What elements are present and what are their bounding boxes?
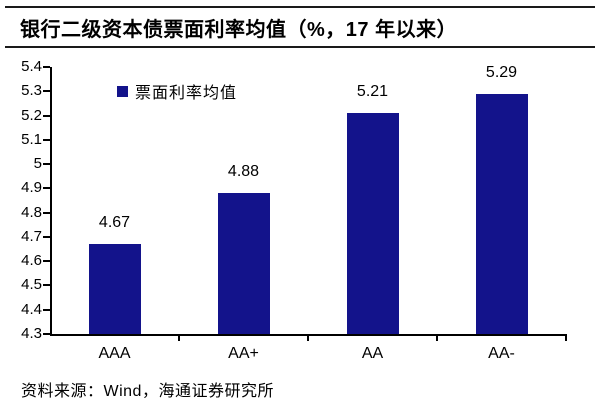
- bar: [217, 193, 270, 334]
- bar: [88, 244, 141, 334]
- legend-label: 票面利率均值: [135, 85, 238, 102]
- y-axis-tick: [43, 114, 50, 117]
- y-axis-line: [50, 67, 52, 336]
- y-axis-tick: [43, 163, 50, 166]
- y-axis-tick: [43, 138, 50, 141]
- y-axis-tick-label: 5.1: [21, 130, 42, 148]
- y-axis-tick: [43, 235, 50, 238]
- top-divider: [5, 6, 595, 8]
- y-axis-tick: [43, 308, 50, 311]
- x-category-label: AA-: [488, 345, 515, 362]
- y-axis-tick: [43, 211, 50, 214]
- y-axis-tick-label: 5: [33, 155, 42, 173]
- y-axis-tick-label: 4.4: [21, 300, 42, 318]
- y-axis-tick-label: 4.3: [21, 325, 42, 342]
- legend-swatch-icon: [117, 85, 128, 97]
- y-axis-tick-label: 5.4: [21, 58, 42, 75]
- plot-area: 4.3 4.4 4.5 4.6 4.7 4.8 4.9 5 5.1 5.2 5.3 5.4 4.67 AA…: [21, 58, 567, 362]
- y-axis-tick: [43, 260, 50, 263]
- y-axis-tick: [43, 90, 50, 93]
- y-axis-tick-label: 4.5: [21, 276, 42, 294]
- bar-value-label: 4.88: [227, 163, 260, 181]
- x-axis-tick: [307, 334, 309, 341]
- x-category-label: AA+: [228, 345, 259, 362]
- y-axis-tick-label: 4.9: [21, 179, 42, 197]
- chart-title: 银行二级资本债票面利率均值（%，17 年以来）: [20, 19, 458, 41]
- y-axis-tick-label: 5.2: [21, 106, 42, 124]
- y-axis-tick: [43, 66, 50, 68]
- y-axis-tick: [43, 284, 50, 287]
- bar: [346, 113, 399, 334]
- y-axis-tick: [43, 333, 50, 335]
- x-category-label: AAA: [98, 345, 131, 362]
- source-note: 资料来源：Wind，海通证券研究所: [21, 383, 274, 400]
- legend: 票面利率均值: [117, 79, 237, 103]
- bar-value-label: 5.21: [356, 83, 389, 101]
- y-axis-tick-label: 5.3: [21, 82, 42, 100]
- x-axis-tick: [565, 334, 567, 341]
- title-divider: [5, 46, 595, 48]
- bar-value-label: 5.29: [485, 63, 518, 81]
- bar-value-label: 4.67: [98, 214, 131, 232]
- y-axis-tick-label: 4.7: [21, 227, 42, 245]
- y-axis-tick-label: 4.6: [21, 252, 42, 270]
- y-axis-tick-label: 4.8: [21, 203, 42, 221]
- x-category-label: AA: [361, 345, 384, 362]
- y-axis-tick: [43, 187, 50, 190]
- x-axis-tick: [436, 334, 438, 341]
- bar: [475, 93, 528, 334]
- x-axis-tick: [178, 334, 180, 341]
